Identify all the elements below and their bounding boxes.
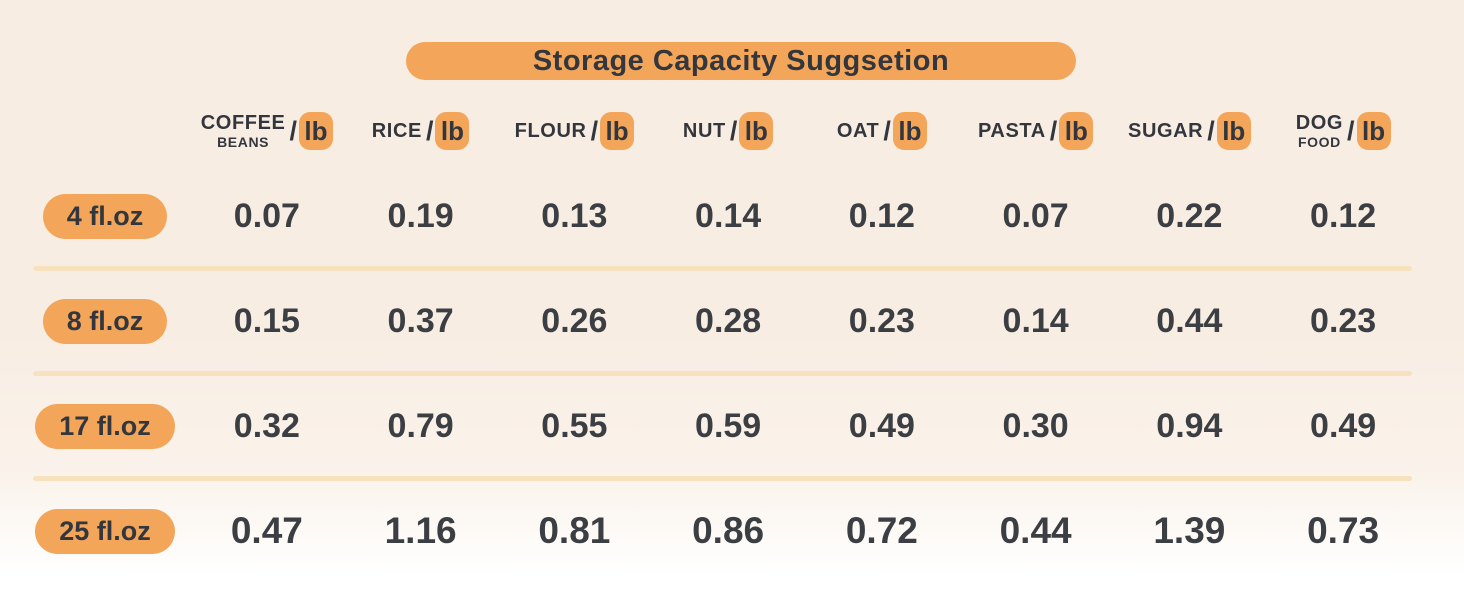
column-header-oat: OAT / lb <box>805 112 959 150</box>
table-cell: 0.14 <box>1002 301 1069 340</box>
row-label-cell: 8 fl.oz <box>20 298 190 344</box>
row-label-cell: 17 fl.oz <box>20 403 190 449</box>
column-name-line1: DOG <box>1295 112 1344 134</box>
table-cell: 0.81 <box>538 510 611 551</box>
unit-badge: lb <box>1216 112 1251 150</box>
table-cell: 0.94 <box>1156 406 1223 445</box>
slash-separator: / <box>590 115 599 146</box>
column-header-flour: FLOUR / lb <box>498 112 652 150</box>
table-cell: 0.86 <box>692 510 765 551</box>
unit-badge: lb <box>892 112 927 150</box>
column-name: FLOUR <box>515 121 587 141</box>
slash-separator: / <box>1347 115 1355 146</box>
column-header-sugar: SUGAR / lb <box>1113 112 1267 150</box>
table-cell: 1.39 <box>1153 510 1226 551</box>
title-bar: Storage Capacity Suggsetion <box>0 0 1464 80</box>
table-cell: 0.07 <box>1002 196 1069 235</box>
table-cell: 0.47 <box>230 510 303 551</box>
table-row-17floz: 17 fl.oz 0.32 0.79 0.55 0.59 0.49 0.30 0… <box>0 376 1464 476</box>
table-cell: 0.44 <box>999 510 1072 551</box>
table-cell: 0.13 <box>541 196 608 235</box>
table-cell: 0.26 <box>541 301 608 340</box>
column-name: SUGAR <box>1128 121 1203 141</box>
slash-separator: / <box>1049 115 1058 146</box>
table-cell: 0.12 <box>848 196 915 235</box>
column-name-line2: BEANS <box>217 134 270 150</box>
slash-separator: / <box>425 115 434 146</box>
row-label: 4 fl.oz <box>42 193 168 239</box>
table-header-row: COFFEE BEANS / lb RICE / lb FLOUR / lb <box>0 96 1464 166</box>
table-row-4floz: 4 fl.oz 0.07 0.19 0.13 0.14 0.12 0.07 0.… <box>0 166 1464 266</box>
row-label-cell: 4 fl.oz <box>20 193 190 239</box>
column-name: COFFEE BEANS <box>201 113 286 149</box>
column-name: DOG FOOD <box>1296 113 1343 149</box>
column-header-coffee-beans: COFFEE BEANS / lb <box>190 112 344 150</box>
row-label-cell: 25 fl.oz <box>20 508 190 554</box>
column-header-pasta: PASTA / lb <box>959 112 1113 150</box>
column-name: RICE <box>372 121 422 141</box>
unit-badge: lb <box>600 112 635 150</box>
table-cell: 0.55 <box>541 406 608 445</box>
unit-badge: lb <box>1356 112 1391 150</box>
table-cell: 0.30 <box>1002 406 1069 445</box>
table-row-8floz: 8 fl.oz 0.15 0.37 0.26 0.28 0.23 0.14 0.… <box>0 271 1464 371</box>
column-name-line1: PASTA <box>977 120 1046 142</box>
column-header-nut: NUT / lb <box>651 112 805 150</box>
table-cell: 0.37 <box>387 301 454 340</box>
column-name-line1: COFFEE <box>200 112 286 134</box>
row-divider <box>33 266 1412 271</box>
column-name-line1: RICE <box>371 120 422 142</box>
table-cell: 0.22 <box>1156 196 1223 235</box>
table-cell: 0.32 <box>233 406 300 445</box>
table-cell: 0.73 <box>1307 510 1380 551</box>
slash-separator: / <box>729 115 738 146</box>
table-cell: 0.59 <box>695 406 762 445</box>
page-title: Storage Capacity Suggsetion <box>406 42 1076 80</box>
slash-separator: / <box>883 115 891 146</box>
row-label: 17 fl.oz <box>35 403 175 449</box>
row-label: 25 fl.oz <box>35 508 175 554</box>
table-cell: 0.28 <box>695 301 762 340</box>
table-cell: 0.19 <box>387 196 454 235</box>
column-header-dog-food: DOG FOOD / lb <box>1266 112 1420 150</box>
unit-badge: lb <box>1059 112 1094 150</box>
table-cell: 0.14 <box>695 196 762 235</box>
table-cell: 0.07 <box>233 196 300 235</box>
column-header-rice: RICE / lb <box>344 112 498 150</box>
column-name-line2: FOOD <box>1297 134 1341 150</box>
table-cell: 0.44 <box>1156 301 1223 340</box>
column-name: NUT <box>683 121 726 141</box>
column-name-line1: SUGAR <box>1128 120 1204 142</box>
row-divider <box>33 476 1412 481</box>
unit-badge: lb <box>435 112 470 150</box>
table-cell: 0.72 <box>845 510 918 551</box>
table-cell: 0.23 <box>848 301 915 340</box>
row-label: 8 fl.oz <box>42 298 168 344</box>
column-name: PASTA <box>978 121 1046 141</box>
column-name: OAT <box>837 121 880 141</box>
table-cell: 0.15 <box>233 301 300 340</box>
table-cell: 0.79 <box>387 406 454 445</box>
table-cell: 0.12 <box>1310 196 1377 235</box>
table-cell: 0.49 <box>1310 406 1377 445</box>
unit-badge: lb <box>298 112 333 150</box>
table-cell: 0.49 <box>848 406 915 445</box>
row-divider <box>33 371 1412 376</box>
table-cell: 1.16 <box>384 510 457 551</box>
slash-separator: / <box>1207 115 1215 146</box>
column-name-line1: NUT <box>682 120 726 142</box>
slash-separator: / <box>289 115 297 146</box>
column-name-line1: FLOUR <box>514 120 587 142</box>
unit-badge: lb <box>739 112 774 150</box>
column-name-line1: OAT <box>836 120 880 142</box>
table-row-25floz: 25 fl.oz 0.47 1.16 0.81 0.86 0.72 0.44 1… <box>0 481 1464 581</box>
table-cell: 0.23 <box>1310 301 1377 340</box>
